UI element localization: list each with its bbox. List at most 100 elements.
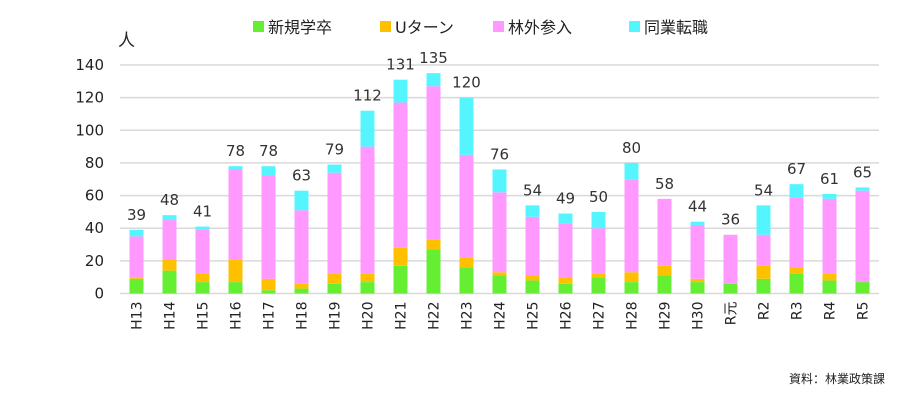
total-data-label: 50	[589, 188, 608, 206]
total-data-label: 58	[655, 175, 674, 193]
bar-segment	[756, 205, 771, 235]
bar-segment	[294, 210, 309, 284]
bar-segment	[228, 282, 243, 294]
bar-segment	[327, 283, 342, 294]
total-data-label: 80	[622, 139, 641, 157]
bar-segment	[492, 275, 507, 294]
total-data-label: 65	[853, 163, 872, 181]
bar-segment	[690, 282, 705, 294]
bar-segment	[294, 190, 309, 211]
bar-segment	[195, 229, 210, 274]
total-data-label: 39	[127, 206, 146, 224]
bar-segment	[492, 169, 507, 193]
bar-segment	[624, 179, 639, 273]
bar-segment	[327, 172, 342, 274]
bar-segment	[459, 257, 474, 268]
bar-segment	[624, 282, 639, 294]
bar-segment	[525, 205, 540, 217]
bar-segment	[426, 249, 441, 294]
bar-segment	[690, 278, 705, 283]
total-data-label: 63	[292, 167, 311, 185]
bar-segment	[756, 265, 771, 279]
bar-segment	[195, 282, 210, 294]
bar-segment	[525, 275, 540, 281]
bar-segment	[459, 97, 474, 155]
total-data-label: 78	[226, 142, 245, 160]
legend-label: 新規学卒	[268, 18, 332, 37]
legend-swatch	[253, 21, 264, 32]
bar-segment	[261, 175, 276, 279]
total-data-label: 61	[820, 170, 839, 188]
x-tick-label: H23	[460, 302, 476, 330]
total-data-label: 54	[754, 181, 773, 199]
bar-segment	[690, 224, 705, 279]
x-tick-label: H24	[493, 301, 509, 329]
bar-segment	[756, 234, 771, 266]
x-tick-label: H14	[163, 301, 179, 329]
bar-segment	[162, 215, 177, 221]
bar-segment	[690, 221, 705, 225]
bar-segment	[591, 277, 606, 294]
total-data-label: 131	[386, 56, 415, 74]
x-tick-label: H20	[361, 302, 377, 330]
bar-segment	[723, 234, 738, 284]
y-tick-label: 120	[75, 89, 104, 107]
bar-segment	[591, 273, 606, 278]
x-tick-label: H21	[394, 302, 410, 330]
bar-segment	[459, 267, 474, 294]
bar-segment	[393, 102, 408, 248]
bar-segment	[261, 290, 276, 294]
bar-segment	[822, 273, 837, 281]
bar-segment	[129, 278, 144, 294]
total-data-label: 76	[490, 145, 509, 163]
total-data-label: 78	[259, 142, 278, 160]
x-tick-label: H19	[328, 302, 344, 330]
bar-segment	[855, 190, 870, 283]
x-tick-label: R2	[757, 302, 773, 321]
total-data-label: 48	[160, 191, 179, 209]
bar-segment	[723, 283, 738, 294]
bar-segment	[426, 86, 441, 240]
bar-segment	[855, 282, 870, 294]
bar-segment	[228, 169, 243, 260]
x-tick-label: H22	[427, 302, 443, 330]
x-tick-label: R4	[823, 301, 839, 320]
bar-segment	[822, 280, 837, 294]
bar-segment	[195, 273, 210, 283]
bar-segment	[657, 275, 672, 294]
total-data-label: 41	[193, 203, 212, 221]
y-tick-label: 0	[94, 285, 104, 303]
total-data-label: 67	[787, 160, 806, 178]
total-data-label: 120	[452, 74, 481, 92]
x-tick-label: H27	[592, 302, 608, 330]
bar-segment	[294, 283, 309, 289]
bar-segment	[657, 198, 672, 266]
bar-segment	[162, 259, 177, 271]
total-data-label: 79	[325, 141, 344, 159]
y-tick-label: 100	[75, 121, 104, 139]
bar-segment	[789, 273, 804, 294]
bar-segment	[558, 277, 573, 284]
bar-segment	[459, 154, 474, 258]
bar-segment	[426, 239, 441, 250]
bar-segment	[162, 270, 177, 294]
bar-segment	[525, 216, 540, 276]
bar-segment	[393, 265, 408, 294]
bar-segment	[261, 278, 276, 291]
x-tick-label: H25	[526, 302, 542, 330]
bar-segment	[327, 164, 342, 173]
bar-segment	[789, 197, 804, 268]
x-tick-label: H29	[658, 302, 674, 330]
bar-segment	[393, 247, 408, 266]
labels: 0 20 40 60 80 100 120 140 39 H13 48 H14 41 H15 78 H16 78…	[75, 49, 872, 330]
bar-segment	[294, 288, 309, 294]
legend-swatch	[629, 21, 640, 32]
bar-segment	[525, 280, 540, 294]
source-note: 資料：林業政策課	[789, 371, 885, 386]
legend: 新規学卒 Uターン 林外参入 同業転職	[253, 18, 708, 37]
total-data-label: 112	[353, 87, 382, 105]
bar-segment	[492, 192, 507, 273]
bar-segment	[360, 273, 375, 283]
y-tick-label: 60	[85, 187, 104, 205]
